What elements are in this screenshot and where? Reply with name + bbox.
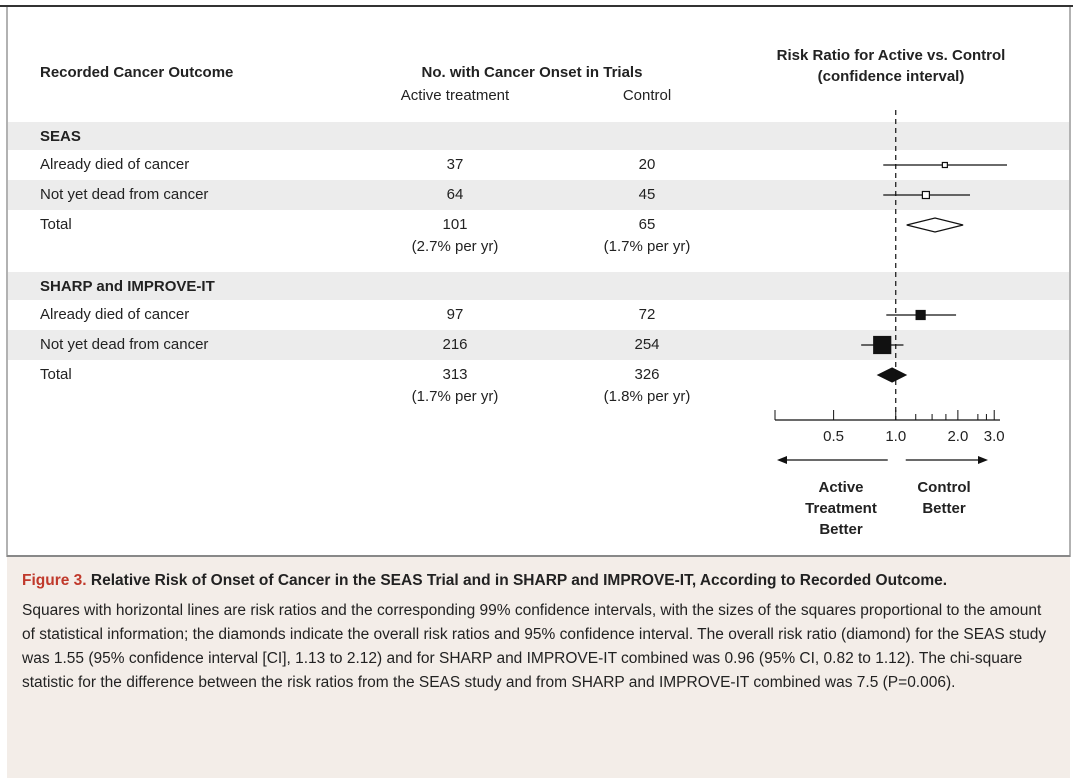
row-band	[8, 272, 1069, 300]
caption: Figure 3. Relative Risk of Onset of Canc…	[7, 557, 1070, 778]
arrow-head	[777, 456, 787, 464]
row-label: Already died of cancer	[40, 156, 189, 173]
risk-ratio-square	[921, 190, 931, 200]
column-subheader: Active treatment	[401, 87, 510, 104]
risk-ratio-square	[915, 309, 926, 321]
control-count: 254	[634, 336, 659, 353]
control-count: 326	[634, 366, 659, 383]
group-name: SHARP and IMPROVE-IT	[40, 278, 215, 295]
caption-label: Figure 3.	[22, 572, 87, 589]
control-rate: (1.8% per yr)	[604, 388, 691, 405]
column-header: No. with Cancer Onset in Trials	[422, 64, 643, 81]
forest-figure: Recorded Cancer Outcome No. with Cancer …	[0, 5, 1073, 557]
favors-label: Better	[819, 521, 863, 538]
row-label: Total	[40, 366, 72, 383]
row-label: Already died of cancer	[40, 306, 189, 323]
control-count: 20	[639, 156, 656, 173]
arrow-head	[978, 456, 988, 464]
active-count: 37	[447, 156, 464, 173]
row-band	[8, 122, 1069, 150]
active-count: 216	[442, 336, 467, 353]
favors-label: Control	[917, 479, 970, 496]
x-tick-label: 2.0	[947, 428, 968, 445]
favors-label: Treatment	[805, 500, 877, 517]
column-subheader: Control	[623, 87, 671, 104]
active-count: 64	[447, 186, 464, 203]
active-count: 313	[442, 366, 467, 383]
overall-diamond	[906, 217, 964, 233]
risk-ratio-square	[873, 335, 892, 355]
control-count: 72	[639, 306, 656, 323]
caption-title: Relative Risk of Onset of Cancer in the …	[90, 572, 948, 589]
active-count: 97	[447, 306, 464, 323]
active-rate: (2.7% per yr)	[412, 238, 499, 255]
x-tick-label: 1.0	[885, 428, 906, 445]
favors-label: Active	[818, 479, 863, 496]
caption-text: Squares with horizontal lines are risk r…	[22, 602, 1047, 691]
row-label: Total	[40, 216, 72, 233]
active-rate: (1.7% per yr)	[412, 388, 499, 405]
row-label: Not yet dead from cancer	[40, 336, 208, 353]
control-count: 45	[639, 186, 656, 203]
column-header: Risk Ratio for Active vs. Control	[777, 47, 1006, 64]
group-name: SEAS	[40, 128, 81, 145]
x-tick-label: 0.5	[823, 428, 844, 445]
overall-diamond	[876, 367, 908, 383]
column-header: (confidence interval)	[818, 68, 965, 85]
favors-label: Better	[922, 500, 966, 517]
active-count: 101	[442, 216, 467, 233]
x-tick-label: 3.0	[984, 428, 1005, 445]
row-label: Not yet dead from cancer	[40, 186, 208, 203]
risk-ratio-square	[941, 161, 948, 169]
control-count: 65	[639, 216, 656, 233]
column-header: Recorded Cancer Outcome	[40, 64, 233, 81]
control-rate: (1.7% per yr)	[604, 238, 691, 255]
